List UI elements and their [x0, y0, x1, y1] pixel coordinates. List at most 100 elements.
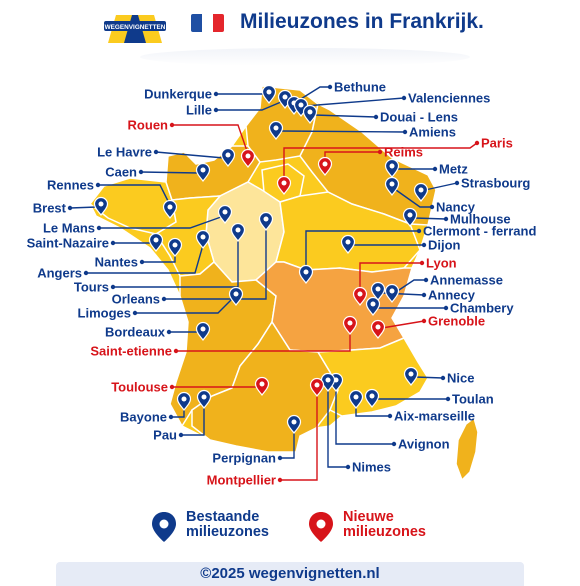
- leader-line-saint-etienne: [176, 331, 351, 352]
- city-label-bordeaux: Bordeaux: [105, 325, 166, 340]
- map-pin-le-havre[interactable]: [220, 147, 236, 167]
- map-pin-reims[interactable]: [317, 156, 333, 176]
- map-pin-toulan[interactable]: [364, 388, 380, 408]
- city-label-dijon: Dijon: [428, 238, 461, 253]
- map-pin-rennes[interactable]: [162, 199, 178, 219]
- leader-line-valenciennes: [304, 97, 405, 107]
- map-pin-brest[interactable]: [93, 196, 109, 216]
- leader-dot-le-havre: [153, 149, 159, 155]
- map-pin-bayone[interactable]: [176, 391, 192, 411]
- leader-line-orleans: [164, 227, 267, 300]
- leader-dot-douai-lens: [373, 114, 379, 120]
- leader-dot-tours: [110, 284, 116, 290]
- map-pin-strasbourg[interactable]: [413, 182, 429, 202]
- map-pin-rouen[interactable]: [240, 148, 256, 168]
- map-pin-toulouse[interactable]: [254, 376, 270, 396]
- map-pin-le-mans[interactable]: [217, 204, 233, 224]
- leader-dot-toulouse: [169, 384, 175, 390]
- leader-dot-nice: [440, 375, 446, 381]
- city-label-perpignan: Perpignan: [212, 451, 276, 466]
- legend-existing-line2: milieuzones: [186, 524, 269, 540]
- header: WEGENVIGNETTEN Milieuzones in Frankrijk.: [0, 0, 580, 50]
- map-pin-bordeaux[interactable]: [195, 321, 211, 341]
- city-label-mulhouse: Mulhouse: [450, 212, 511, 227]
- leader-line-paris: [283, 142, 478, 181]
- leader-line-nice: [414, 376, 444, 379]
- map-pin-saint-nazaire[interactable]: [148, 232, 164, 252]
- map-pin-annecy[interactable]: [370, 281, 386, 301]
- leader-line-le-havre: [155, 151, 225, 159]
- map-pin-caen[interactable]: [195, 162, 211, 182]
- city-label-toulouse: Toulouse: [111, 380, 168, 395]
- map-pin-perpignan[interactable]: [286, 414, 302, 434]
- leader-dot-grenoble: [421, 318, 427, 324]
- leader-line-rennes: [98, 184, 171, 206]
- map-pin-orleans[interactable]: [258, 211, 274, 231]
- city-label-reims: Reims: [384, 145, 423, 160]
- map-pin-angers[interactable]: [195, 229, 211, 249]
- city-label-douai-lens: Douai - Lens: [380, 110, 458, 125]
- city-label-strasbourg: Strasbourg: [461, 176, 530, 191]
- leader-dot-orleans: [161, 296, 167, 302]
- leader-line-nimes: [327, 388, 348, 468]
- map-pin-nice[interactable]: [403, 366, 419, 386]
- flag-red-stripe: [213, 14, 224, 32]
- city-label-rennes: Rennes: [47, 178, 94, 193]
- map-pin-dunkerque[interactable]: [261, 84, 277, 104]
- leader-line-lille: [216, 101, 282, 111]
- city-label-annemasse: Annemasse: [430, 273, 503, 288]
- city-label-nancy: Nancy: [436, 200, 476, 215]
- leader-dot-saint-etienne: [173, 348, 179, 354]
- map-pin-lyon[interactable]: [352, 286, 368, 306]
- city-label-clermont-ferrand: Clermont - ferrand: [423, 224, 536, 239]
- leader-dot-strasbourg: [454, 180, 460, 186]
- leader-line-amiens: [279, 130, 406, 133]
- leader-dot-bordeaux: [166, 329, 172, 335]
- leader-line-avignon: [335, 388, 394, 445]
- leader-line-le-mans: [99, 216, 222, 229]
- leader-line-nancy: [395, 189, 432, 208]
- leader-line-mulhouse: [413, 217, 447, 220]
- city-markers: [93, 84, 429, 434]
- map-pin-nantes[interactable]: [167, 237, 183, 257]
- city-label-nimes: Nimes: [352, 460, 391, 475]
- map-pin-douai-lens[interactable]: [302, 104, 318, 124]
- map-pin-annemasse[interactable]: [384, 283, 400, 303]
- leader-line-caen: [140, 171, 200, 174]
- map-pin-nancy[interactable]: [384, 176, 400, 196]
- map-pin-clermont-ferrand[interactable]: [298, 264, 314, 284]
- leader-line-bethune: [295, 86, 330, 103]
- leader-dot-clermont-ferrand: [416, 228, 422, 234]
- map-pin-amiens[interactable]: [268, 120, 284, 140]
- map-pin-nimes[interactable]: [320, 372, 336, 392]
- leader-dot-toulan: [445, 396, 451, 402]
- map-pin-chambery[interactable]: [365, 296, 381, 316]
- leader-dot-caen: [138, 169, 144, 175]
- city-label-saint-nazaire: Saint-Nazaire: [27, 236, 109, 251]
- existing-pin-icon: [152, 512, 176, 542]
- map-pin-limoges[interactable]: [228, 286, 244, 306]
- leader-dot-mulhouse: [443, 216, 449, 222]
- map-pin-saint-etienne[interactable]: [342, 315, 358, 335]
- leader-line-lyon: [359, 262, 422, 292]
- leader-dot-lyon: [419, 260, 425, 266]
- map-pin-grenoble[interactable]: [370, 319, 386, 339]
- map-pin-aix-marseille[interactable]: [348, 389, 364, 409]
- leader-dot-avignon: [391, 441, 397, 447]
- city-label-pau: Pau: [153, 428, 177, 443]
- map-pin-metz[interactable]: [384, 158, 400, 178]
- map-pin-tours[interactable]: [230, 222, 246, 242]
- map-pin-dijon[interactable]: [340, 234, 356, 254]
- city-label-montpellier: Montpellier: [207, 473, 276, 488]
- map-pin-mulhouse[interactable]: [402, 207, 418, 227]
- city-label-orleans: Orleans: [112, 292, 160, 307]
- city-label-le-havre: Le Havre: [97, 145, 152, 160]
- city-label-aix-marseille: Aix-marseille: [394, 409, 475, 424]
- city-label-toulan: Toulan: [452, 392, 494, 407]
- leader-dot-reims: [377, 149, 383, 155]
- map-pin-paris[interactable]: [276, 175, 292, 195]
- map-pin-montpellier[interactable]: [309, 377, 325, 397]
- city-label-grenoble: Grenoble: [428, 314, 485, 329]
- city-label-angers: Angers: [37, 266, 82, 281]
- map-pin-pau[interactable]: [196, 389, 212, 409]
